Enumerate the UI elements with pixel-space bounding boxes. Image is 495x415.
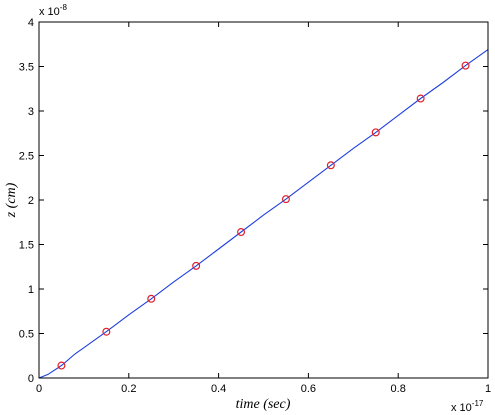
- y-multiplier-base: x 10: [39, 6, 60, 18]
- x-multiplier-base: x 10: [451, 402, 472, 414]
- x-tick-label: 0: [36, 383, 42, 395]
- axis-ticks: 0 0.2 0.4 0.6 0.8 1 0 0.5 1 1.5 2 2.5 3 3.5 4: [19, 17, 491, 395]
- y-tick-label: 0: [28, 373, 34, 385]
- series-line: [38, 49, 489, 379]
- y-tick-label: 3.5: [19, 62, 34, 74]
- x-tick-label: 0.8: [391, 383, 406, 395]
- y-tick-label: 3: [28, 106, 34, 118]
- y-axis-title: z (cm): [4, 182, 19, 218]
- x-multiplier-exponent: -17: [472, 399, 484, 408]
- y-multiplier-exponent: -8: [60, 3, 68, 12]
- x-axis-title: time (sec): [236, 397, 291, 412]
- y-axis-multiplier: x 10-8: [39, 3, 67, 18]
- x-tick-label: 1: [485, 383, 491, 395]
- data-point-marker: [416, 94, 425, 103]
- y-tick-label: 2: [28, 195, 34, 207]
- y-tick-label: 1.5: [19, 240, 34, 252]
- data-point-marker: [371, 128, 380, 137]
- data-point-marker: [281, 195, 290, 204]
- x-axis-multiplier: x 10-17: [451, 399, 484, 414]
- y-tick-label: 2.5: [19, 151, 34, 163]
- y-tick-label: 1: [28, 284, 34, 296]
- plot-area-frame: [38, 21, 489, 379]
- x-tick-label: 0.2: [121, 383, 136, 395]
- chart-marks: [38, 49, 489, 379]
- x-tick-label: 0.6: [301, 383, 316, 395]
- data-point-marker: [57, 361, 66, 370]
- data-point-marker: [102, 327, 111, 336]
- y-tick-label: 4: [28, 17, 34, 29]
- data-point-marker: [192, 261, 201, 270]
- data-point-marker: [326, 161, 335, 170]
- data-point-marker: [147, 294, 156, 303]
- data-point-marker: [237, 228, 246, 237]
- x-tick-label: 0.4: [211, 383, 226, 395]
- data-point-marker: [461, 61, 470, 70]
- y-tick-label: 0.5: [19, 329, 34, 341]
